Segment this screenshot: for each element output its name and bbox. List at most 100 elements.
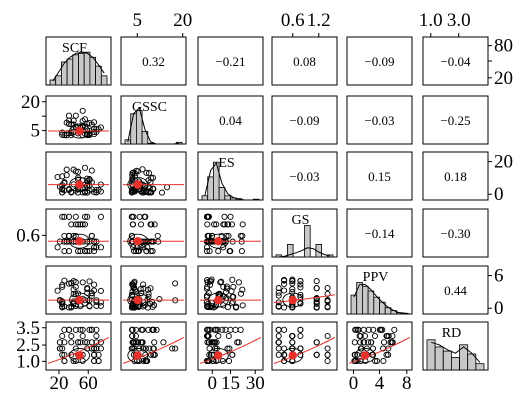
scatter-point — [219, 326, 226, 333]
right-axis-tick-label: 6 — [494, 266, 504, 287]
scatter-point — [356, 332, 363, 340]
histogram-bar-rd — [450, 356, 460, 371]
scatter-point — [223, 285, 230, 292]
scatter-point — [297, 284, 304, 291]
scatter-point — [313, 304, 320, 311]
scatter-point — [211, 326, 218, 333]
scatter-point — [147, 351, 155, 358]
scatter-point — [61, 213, 68, 220]
scatter-point — [214, 326, 221, 333]
scatter-point — [205, 303, 212, 310]
correlation-ellipse — [354, 347, 376, 363]
scatter-point — [227, 213, 234, 220]
scatter-point — [156, 296, 163, 303]
centroid-point — [75, 180, 84, 189]
left-axis-tick-label: 20 — [21, 92, 40, 113]
scatter-point — [59, 351, 66, 358]
left-axis-tick-label: 1.0 — [16, 351, 40, 372]
scatter-point — [149, 326, 156, 333]
scatter-point — [151, 339, 158, 346]
scatter-point — [145, 183, 152, 190]
scatter-point — [371, 332, 379, 340]
scatter-point — [65, 280, 73, 287]
histogram-bar-scf — [83, 51, 91, 86]
scatter-point — [239, 302, 246, 309]
variable-label-scf: SCF — [62, 41, 87, 56]
scatter-point — [91, 129, 98, 136]
histogram-bar-rd — [467, 353, 477, 371]
scatter-point — [68, 339, 75, 346]
scatter-point — [229, 276, 236, 283]
centroid-point — [75, 295, 84, 305]
histogram-bar-scf — [78, 53, 85, 86]
correlation-value-es-ppv: 0.15 — [368, 169, 391, 184]
scatter-point — [226, 248, 233, 255]
bottom-axis-tick-label: 30 — [246, 373, 265, 394]
scatter-point — [79, 107, 86, 114]
scatter-point — [63, 132, 70, 139]
scatter-point — [387, 339, 394, 346]
scatter-point — [205, 332, 212, 340]
scatter-point — [213, 221, 220, 228]
scatter-point — [227, 326, 234, 333]
scatter-point — [77, 326, 84, 333]
histogram-bar-ppv — [401, 312, 409, 315]
scatter-point — [75, 339, 82, 346]
scatter-point — [81, 164, 89, 171]
scatter-point — [140, 281, 147, 288]
scatter-point — [149, 248, 156, 255]
scatter-point — [129, 172, 136, 179]
scatter-point — [91, 189, 98, 196]
scatter-point — [220, 283, 227, 290]
scatter-point — [63, 166, 70, 173]
top-axis-tick-label: 20 — [173, 10, 192, 31]
scatter-point — [324, 303, 331, 310]
bottom-axis-tick-label: 8 — [402, 373, 412, 394]
scatter-point — [86, 248, 93, 255]
scatter-point — [70, 291, 77, 298]
scatter-point — [144, 244, 151, 251]
panel-frame-es-rd — [422, 151, 489, 201]
scatter-point — [65, 232, 73, 239]
right-axis-tick-label: 20 — [494, 68, 513, 89]
scatter-point — [131, 248, 138, 255]
scatter-point — [141, 213, 148, 220]
centroid-point — [214, 351, 223, 360]
scatter-point — [217, 279, 224, 286]
panel-frame-scf-es — [197, 36, 264, 86]
left-axis-tick-label: 2.5 — [16, 335, 40, 356]
density-curve-gssc — [127, 106, 180, 145]
scatter-point — [143, 169, 150, 176]
histogram-bar-scf — [61, 61, 68, 86]
scatter-point — [141, 302, 148, 309]
correlation-ellipse — [207, 292, 229, 308]
scatter-point — [97, 287, 104, 294]
density-curve-gs — [278, 247, 331, 258]
bottom-axis-tick-label: 0 — [349, 373, 359, 394]
scatter-point — [79, 221, 86, 228]
scatter-point — [324, 345, 331, 352]
correlation-value-scf-gs: 0.08 — [293, 54, 316, 69]
scatter-point — [313, 278, 320, 285]
scatter-point — [228, 221, 235, 228]
histogram-bar-gs — [286, 243, 294, 258]
scatter-point — [77, 221, 84, 228]
scatter-point — [70, 117, 77, 124]
scatter-point — [59, 189, 66, 196]
histogram-bar-ppv — [361, 285, 369, 315]
scatter-point — [81, 248, 89, 255]
scatter-point — [275, 285, 282, 292]
variable-label-es: ES — [218, 156, 234, 171]
histogram-bar-gssc — [130, 113, 137, 145]
scatter-point — [88, 167, 95, 174]
top-axis-tick-label: 1.2 — [307, 10, 331, 31]
scatter-point — [140, 244, 147, 251]
scatter-point — [59, 131, 66, 138]
scatter-point — [91, 287, 98, 294]
scatter-point — [86, 176, 93, 183]
scatter-point — [86, 326, 93, 333]
scatter-point — [140, 285, 147, 292]
scatter-point — [365, 339, 372, 346]
bottom-axis-tick-label: 0 — [208, 373, 218, 394]
scatter-point — [147, 248, 154, 255]
